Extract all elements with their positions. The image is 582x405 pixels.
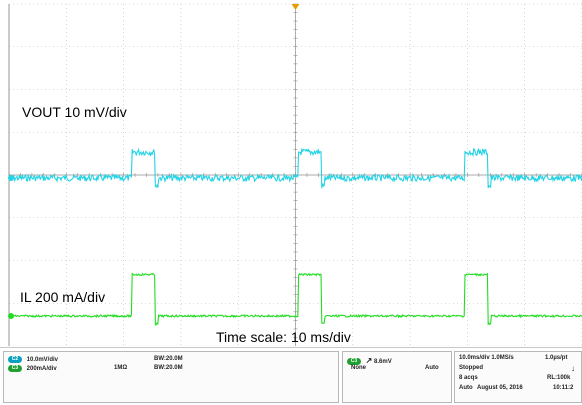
- trigger-coupling: None: [351, 365, 366, 371]
- trigger-panel[interactable]: C3 ↗ 8.6mV None Auto: [342, 351, 452, 403]
- trigger-source-chip[interactable]: C3: [347, 357, 361, 365]
- channel-2-row[interactable]: C2 10.0mV/div: [8, 356, 58, 363]
- sample-rate: 10.0ms/div 1.0MS/s: [459, 355, 514, 361]
- acquisition-panel[interactable]: 10.0ms/div 1.0MS/s 1.0µs/pt Stopped ↓ 8 …: [454, 351, 582, 403]
- channel-settings-panel[interactable]: C2 10.0mV/div BW:20.0M C3 200mA/div 1MΩ …: [3, 351, 339, 403]
- vout-scale-label: VOUT 10 mV/div: [22, 104, 127, 120]
- capture-date: August 05, 2016: [477, 385, 523, 391]
- channel-3-row[interactable]: C3 200mA/div: [8, 365, 57, 372]
- vout-trace: [8, 147, 582, 189]
- time-scale-label: Time scale: 10 ms/div: [216, 329, 351, 345]
- il-trace: [8, 272, 582, 326]
- channel-ground-marker: [8, 313, 14, 319]
- scope-background: [0, 0, 582, 346]
- record-length: RL:100k: [547, 375, 571, 381]
- trigger-slope-icon: ↗: [365, 356, 373, 365]
- channel-3-scale: 200mA/div: [26, 366, 57, 373]
- channel-3-impedance: 1MΩ: [114, 365, 128, 371]
- il-scale-label: IL 200 mA/div: [20, 289, 106, 305]
- capture-time: 10:11:2: [553, 385, 574, 391]
- channel-ground-marker: [8, 175, 14, 181]
- acquisition-state: Stopped: [459, 365, 483, 371]
- scope-status-bar: C2 10.0mV/div BW:20.0M C3 200mA/div 1MΩ …: [0, 347, 582, 405]
- time-per-point: 1.0µs/pt: [545, 355, 568, 361]
- channel-3-bandwidth: BW:20.0M: [154, 365, 183, 371]
- trigger-mode: Auto: [425, 365, 439, 371]
- channel-3-chip[interactable]: C3: [8, 365, 22, 372]
- trigger-row[interactable]: C3 ↗ 8.6mV: [347, 356, 392, 365]
- trigger-level: 8.6mV: [374, 359, 392, 365]
- oscilloscope-display: [0, 0, 582, 346]
- channel-2-bandwidth: BW:20.0M: [154, 356, 183, 362]
- trigger-position-marker: [291, 4, 300, 10]
- channel-2-scale: 10.0mV/div: [26, 357, 59, 364]
- acquisition-mode: Auto: [459, 385, 473, 391]
- channel-2-chip[interactable]: C2: [8, 356, 22, 363]
- acquisition-count: 8 acqs: [459, 375, 478, 381]
- scroll-indicator-icon: ↓: [571, 364, 575, 373]
